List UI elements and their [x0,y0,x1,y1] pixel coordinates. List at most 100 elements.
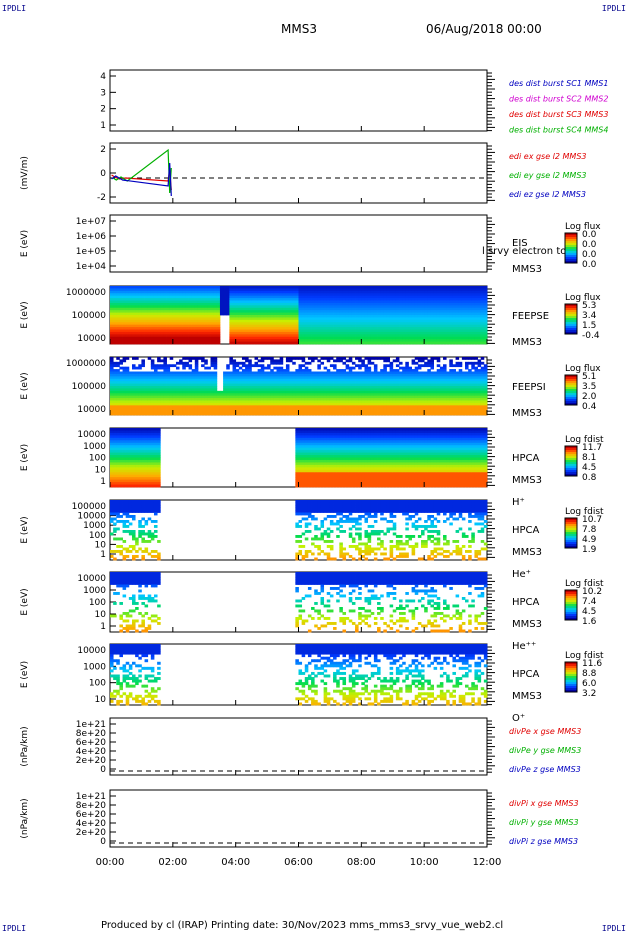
p4-pixel [471,322,475,326]
p5-pixel [110,366,114,370]
p4-pixel [147,298,152,301]
p8-colorbar-cell [565,612,577,615]
p5-pixel [254,407,259,411]
p5-pixel [336,371,340,375]
p4-pixel [430,295,434,299]
p5-pixel [185,371,189,375]
p4-pixel [166,290,171,294]
p5-pixel [153,407,158,411]
p4-pixel [474,307,478,311]
p5-pixel [311,357,315,360]
p4-pixel [320,307,325,311]
p4-pixel [141,312,145,316]
p5-pixel [323,376,328,380]
p4-pixel [399,336,403,340]
p5-pixel [323,395,328,399]
p5-pixel [223,412,227,416]
p5-pixel [301,405,306,409]
p5-pixel [125,400,130,404]
p5-pixel [175,412,180,416]
p4-pixel [314,341,318,345]
p5-pixel [235,395,240,399]
p4-pixel [465,327,469,330]
p5-pixel [304,386,309,389]
p4-pixel [474,300,478,304]
p4-pixel [455,290,460,294]
p3-colorbar-cell [565,251,577,254]
p4-pixel [443,317,447,321]
p4-pixel [263,295,268,299]
p4-pixel [395,302,400,306]
p4-pixel [279,290,284,294]
p5-pixel [201,376,205,380]
p4-pixel [364,339,369,342]
p4-pixel [279,298,284,301]
p4-pixel [254,322,259,326]
p5-pixel [179,412,183,416]
p4-pixel [254,288,259,292]
p5-pixel [169,388,174,392]
p4-pixel [235,339,240,342]
p9-y-tick-label: 100 [89,679,106,689]
p4-pixel [289,293,293,297]
p4-pixel [113,312,117,316]
p7-y-tick-label: 100000 [72,502,107,512]
p6-side-label: H⁺ [512,497,525,508]
p5-pixel [204,359,208,363]
p4-pixel [238,334,243,338]
p4-pixel [480,336,485,340]
p5-pixel [317,366,321,370]
p5-pixel [289,395,293,399]
p5-pixel [131,390,136,394]
p4-pixel [430,302,434,306]
p4-pixel [405,298,409,301]
p4-pixel [424,300,428,304]
p4-pixel [210,329,215,333]
p4-pixel [436,307,441,311]
p4-pixel [185,334,189,338]
p4-pixel [267,339,271,342]
p4-pixel [204,324,208,328]
p5-pixel [326,386,331,389]
p4-pixel [458,307,463,311]
p5-y-tick-label: 1000000 [66,359,106,369]
p4-pixel [339,331,343,335]
p4-pixel [263,331,268,335]
p5-pixel [257,393,262,397]
p4-pixel [329,305,334,309]
p5-pixel [333,359,337,363]
p4-pixel [402,331,406,335]
p4-pixel [273,295,277,299]
p7-colorbar-cell [565,542,577,545]
p4-pixel [248,293,252,297]
p5-pixel [254,373,259,377]
p4-pixel [399,334,403,338]
p5-pixel [125,366,130,370]
p4-pixel [304,295,309,299]
p5-pixel [232,405,237,409]
p4-pixel [226,312,230,316]
p4-pixel [355,339,359,342]
p4-pixel [160,317,164,321]
p5-pixel [153,383,158,387]
p4-pixel [298,310,303,313]
p4-pixel [298,329,303,333]
p4-pixel [351,334,356,338]
p5-pixel [235,364,240,368]
p4-pixel [373,300,378,304]
p4-pixel [323,341,328,345]
p4-pixel [414,315,419,318]
p4-pixel [480,293,485,297]
p4-pixel [138,329,142,333]
p5-pixel [273,410,277,413]
p5-pixel [131,402,136,406]
p4-pixel [157,300,161,304]
p4-side-label: MMS3 [512,337,542,348]
p4-pixel [326,290,331,294]
p5-pixel [125,373,130,377]
p4-pixel [276,290,281,294]
p5-pixel [248,393,252,397]
p4-pixel [427,339,431,342]
p5-pixel [267,405,271,409]
p5-pixel [276,393,281,397]
